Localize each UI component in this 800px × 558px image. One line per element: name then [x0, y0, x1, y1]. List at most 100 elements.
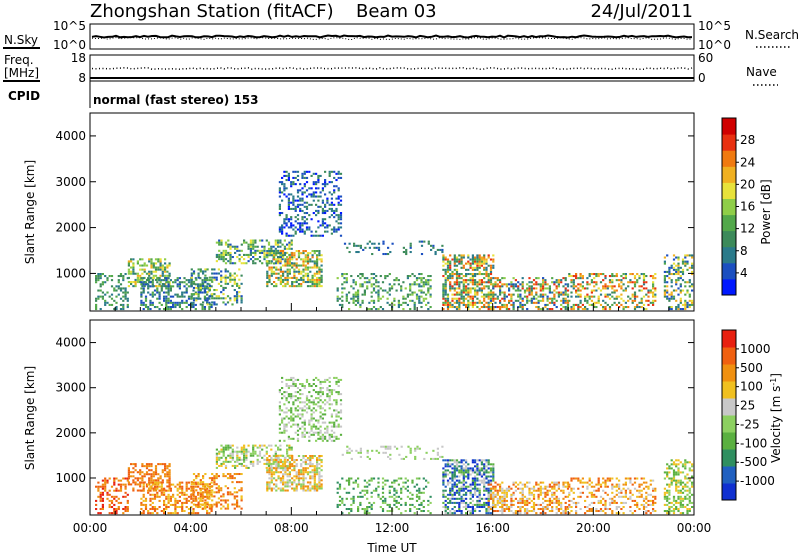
heatmap-cell: [309, 483, 311, 485]
heatmap-cell: [149, 285, 151, 287]
heatmap-cell: [684, 261, 686, 263]
heatmap-cell: [565, 279, 567, 281]
heatmap-cell: [211, 473, 213, 475]
heatmap-cell: [174, 506, 176, 508]
heatmap-cell: [177, 506, 179, 508]
heatmap-cell: [198, 275, 200, 277]
heatmap-cell: [301, 407, 303, 409]
heatmap-cell: [449, 287, 451, 289]
heatmap-cell: [229, 493, 231, 495]
heatmap-cell: [281, 233, 283, 235]
heatmap-cell: [380, 498, 382, 500]
heatmap-cell: [293, 252, 295, 254]
heatmap-cell: [312, 488, 314, 490]
heatmap-cell: [458, 300, 460, 302]
heatmap-cell: [348, 478, 350, 480]
heatmap-cell: [155, 275, 157, 277]
heatmap-cell: [524, 304, 526, 306]
heatmap-cell: [675, 257, 677, 259]
heatmap-cell: [232, 262, 234, 264]
heatmap-cell: [479, 459, 481, 461]
heatmap-cell: [357, 296, 359, 298]
heatmap-cell: [238, 295, 240, 297]
heatmap-cell: [542, 290, 544, 292]
heatmap-cell: [416, 508, 418, 510]
heatmap-cell: [291, 281, 293, 283]
heatmap-cell: [346, 508, 348, 510]
heatmap-cell: [454, 476, 456, 478]
heatmap-cell: [458, 273, 460, 275]
heatmap-cell: [409, 498, 411, 500]
heatmap-cell: [297, 416, 299, 418]
heatmap-cell: [308, 399, 310, 401]
heatmap-cell: [298, 285, 300, 287]
heatmap-cell: [280, 479, 282, 481]
heatmap-cell: [299, 198, 301, 200]
heatmap-cell: [301, 218, 303, 220]
heatmap-cell: [159, 500, 161, 502]
heatmap-cell: [331, 440, 333, 442]
heatmap-cell: [333, 436, 335, 438]
heatmap-cell: [350, 508, 352, 510]
heatmap-cell: [558, 281, 560, 283]
heatmap-cell: [483, 294, 485, 296]
heatmap-cell: [234, 252, 236, 254]
heatmap-cell: [542, 298, 544, 300]
heatmap-cell: [348, 302, 350, 304]
heatmap-cell: [216, 455, 218, 457]
heatmap-cell: [504, 298, 506, 300]
heatmap-cell: [338, 411, 340, 413]
heatmap-cell: [476, 259, 478, 261]
heatmap-cell: [270, 248, 272, 250]
heatmap-cell: [238, 287, 240, 289]
heatmap-cell: [271, 273, 273, 275]
heatmap-cell: [198, 297, 200, 299]
heatmap-cell: [312, 279, 314, 281]
heatmap-cell: [271, 488, 273, 490]
heatmap-cell: [677, 269, 679, 271]
heatmap-cell: [299, 183, 301, 185]
heatmap-cell: [286, 233, 288, 235]
heatmap-cell: [287, 467, 289, 469]
heatmap-cell: [284, 490, 286, 492]
heatmap-cell: [335, 229, 337, 231]
heatmap-cell: [307, 279, 309, 281]
heatmap-cell: [234, 487, 236, 489]
heatmap-cell: [241, 275, 243, 277]
heatmap-cell: [222, 277, 224, 279]
heatmap-cell: [652, 287, 654, 289]
heatmap-cell: [580, 294, 582, 296]
heatmap-cell: [204, 275, 206, 277]
heatmap-cell: [120, 484, 122, 486]
heatmap-cell: [476, 463, 478, 465]
heatmap-cell: [287, 469, 289, 471]
heatmap-cell: [280, 267, 282, 269]
heatmap-cell: [326, 430, 328, 432]
heatmap-cell: [317, 181, 319, 183]
heatmap-cell: [316, 260, 318, 262]
heatmap-cell: [198, 502, 200, 504]
heatmap-cell: [476, 285, 478, 287]
heatmap-cell: [273, 467, 275, 469]
heatmap-cell: [282, 463, 284, 465]
heatmap-cell: [220, 489, 222, 491]
heatmap-cell: [306, 206, 308, 208]
heatmap-cell: [284, 483, 286, 485]
heatmap-cell: [283, 395, 285, 397]
heatmap-cell: [337, 482, 339, 484]
heatmap-cell: [160, 269, 162, 271]
heatmap-cell: [160, 477, 162, 479]
heatmap-cell: [204, 268, 206, 270]
heatmap-cell: [458, 506, 460, 508]
heatmap-cell: [291, 252, 293, 254]
heatmap-cell: [445, 292, 447, 294]
heatmap-cell: [353, 500, 355, 502]
heatmap-cell: [313, 212, 315, 214]
heatmap-cell: [168, 281, 170, 283]
heatmap-cell: [289, 473, 291, 475]
heatmap-cell: [137, 483, 139, 485]
heatmap-cell: [225, 465, 227, 467]
heatmap-cell: [380, 306, 382, 308]
heatmap-cell: [368, 484, 370, 486]
heatmap-cell: [391, 287, 393, 289]
